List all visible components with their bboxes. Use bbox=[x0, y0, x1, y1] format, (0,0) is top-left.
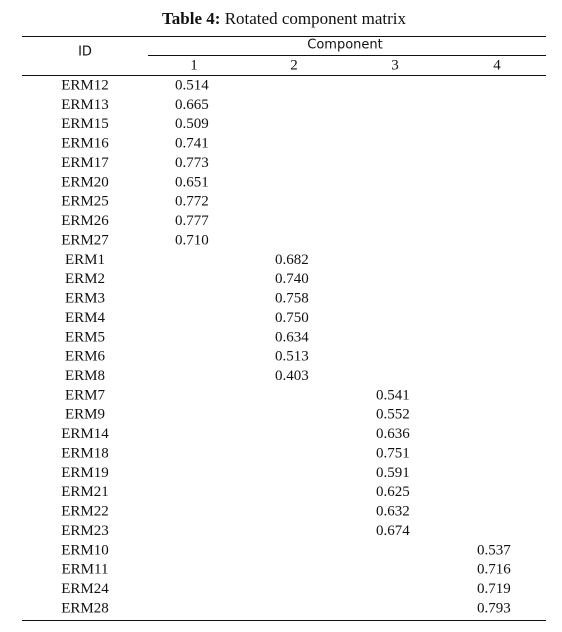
loading-value: 0.750 bbox=[275, 310, 309, 326]
row-id: ERM28 bbox=[61, 600, 109, 616]
loading-value: 0.509 bbox=[175, 116, 209, 132]
row-id: ERM26 bbox=[61, 213, 109, 229]
loading-value: 0.665 bbox=[175, 97, 209, 113]
row-id: ERM2 bbox=[65, 271, 105, 287]
row-id: ERM11 bbox=[62, 562, 109, 578]
row-id: ERM22 bbox=[61, 504, 109, 520]
row-id: ERM7 bbox=[65, 387, 106, 403]
row-id: ERM24 bbox=[61, 581, 109, 597]
row-id: ERM14 bbox=[61, 426, 109, 442]
loading-value: 0.740 bbox=[275, 271, 309, 287]
loading-value: 0.636 bbox=[376, 426, 410, 442]
loading-value: 0.552 bbox=[376, 407, 410, 423]
row-id: ERM18 bbox=[61, 445, 109, 461]
loading-value: 0.777 bbox=[175, 213, 209, 229]
row-id: ERM20 bbox=[61, 174, 109, 190]
row-id: ERM10 bbox=[61, 542, 109, 558]
row-id: ERM12 bbox=[61, 77, 109, 93]
row-id: ERM17 bbox=[61, 155, 109, 171]
row-id: ERM25 bbox=[61, 194, 109, 210]
loading-value: 0.741 bbox=[175, 136, 209, 152]
id-header: ID bbox=[78, 45, 92, 60]
loading-value: 0.716 bbox=[477, 562, 511, 578]
loading-value: 0.514 bbox=[175, 77, 209, 93]
loading-value: 0.634 bbox=[275, 329, 309, 345]
row-id: ERM15 bbox=[61, 116, 109, 132]
loading-value: 0.773 bbox=[175, 155, 209, 171]
group-header: Component bbox=[307, 38, 382, 53]
loading-value: 0.793 bbox=[477, 600, 511, 616]
row-id: ERM27 bbox=[61, 232, 109, 248]
row-id: ERM5 bbox=[65, 329, 105, 345]
loading-value: 0.772 bbox=[175, 194, 209, 210]
loading-value: 0.751 bbox=[376, 445, 410, 461]
loading-value: 0.758 bbox=[275, 291, 309, 307]
row-id: ERM19 bbox=[61, 465, 109, 481]
loading-value: 0.625 bbox=[376, 484, 410, 500]
loading-value: 0.513 bbox=[275, 349, 309, 365]
column-header: 1 bbox=[190, 57, 198, 73]
loading-value: 0.682 bbox=[275, 252, 309, 268]
row-id: ERM6 bbox=[65, 349, 106, 365]
row-id: ERM9 bbox=[65, 407, 105, 423]
row-id: ERM16 bbox=[61, 136, 109, 152]
row-id: ERM3 bbox=[65, 291, 105, 307]
loading-value: 0.651 bbox=[175, 174, 209, 190]
loading-value: 0.537 bbox=[477, 542, 511, 558]
row-id: ERM8 bbox=[65, 368, 105, 384]
row-id: ERM13 bbox=[61, 97, 109, 113]
row-id: ERM1 bbox=[65, 252, 105, 268]
column-header: 3 bbox=[391, 57, 399, 73]
loading-value: 0.719 bbox=[477, 581, 511, 597]
row-id: ERM4 bbox=[65, 310, 106, 326]
loading-value: 0.674 bbox=[376, 523, 410, 539]
loading-value: 0.710 bbox=[175, 232, 209, 248]
table-caption: Table 4: Rotated component matrix bbox=[162, 9, 406, 28]
caption-text: Rotated component matrix bbox=[225, 9, 407, 28]
loading-value: 0.632 bbox=[376, 504, 410, 520]
column-header: 2 bbox=[290, 57, 298, 73]
row-id: ERM23 bbox=[61, 523, 109, 539]
row-id: ERM21 bbox=[61, 484, 109, 500]
caption-label: Table 4: bbox=[162, 9, 220, 28]
loading-value: 0.403 bbox=[275, 368, 309, 384]
column-header: 4 bbox=[493, 57, 501, 73]
loading-value: 0.541 bbox=[376, 387, 410, 403]
loading-value: 0.591 bbox=[376, 465, 410, 481]
